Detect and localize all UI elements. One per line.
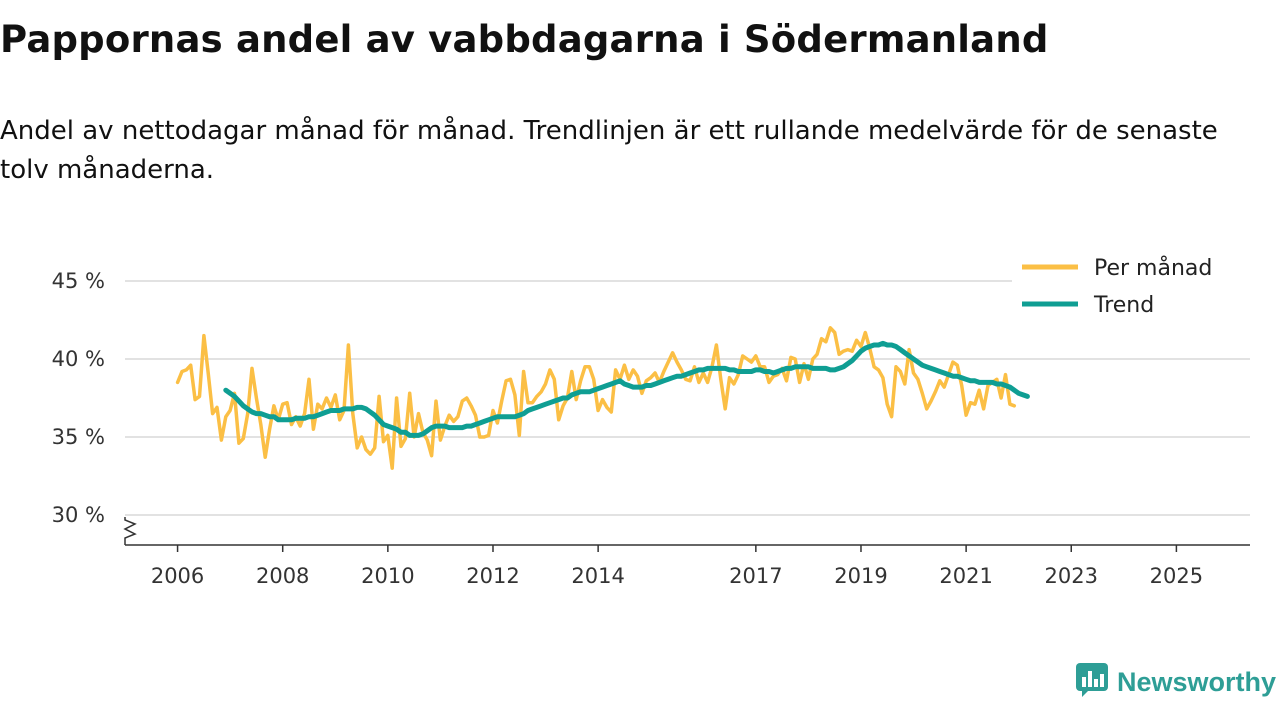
brand: Newsworthy — [1075, 662, 1276, 702]
y-axis-break — [123, 517, 137, 545]
x-tick-label: 2017 — [729, 564, 782, 588]
chart-legend: Per månad Trend — [1012, 248, 1250, 330]
x-axis: 2006 2008 2010 2012 2014 2017 2019 2021 2023 2025 — [125, 544, 1250, 588]
series-line-trend — [223, 340, 1030, 438]
page-title: Pappornas andel av vabbdagarna i Söderma… — [0, 18, 1049, 61]
brand-name: Newsworthy — [1116, 666, 1276, 697]
x-tick-label: 2014 — [571, 564, 624, 588]
legend-label: Trend — [1093, 293, 1154, 318]
y-tick-label: 45 % — [52, 269, 105, 293]
y-tick-label: 30 % — [52, 503, 105, 527]
y-axis: 30 % 35 % 40 % 45 % — [52, 269, 137, 545]
x-tick-label: 2012 — [466, 564, 519, 588]
newsworthy-logo-icon — [1075, 662, 1109, 702]
x-tick-label: 2021 — [939, 564, 992, 588]
series-group — [175, 326, 1030, 470]
x-tick-label: 2008 — [256, 564, 309, 588]
legend-label: Per månad — [1094, 255, 1212, 281]
y-tick-label: 40 % — [52, 347, 105, 371]
chart-subtitle: Andel av nettodagar månad för månad. Tre… — [0, 116, 1218, 185]
legend-background — [1012, 248, 1250, 330]
x-tick-label: 2006 — [151, 564, 204, 588]
y-tick-label: 35 % — [52, 425, 105, 449]
series-line-per-manad — [175, 326, 1017, 470]
x-tick-label: 2025 — [1150, 564, 1203, 588]
x-tick-label: 2023 — [1045, 564, 1098, 588]
x-tick-label: 2019 — [834, 564, 887, 588]
x-tick-label: 2010 — [361, 564, 414, 588]
